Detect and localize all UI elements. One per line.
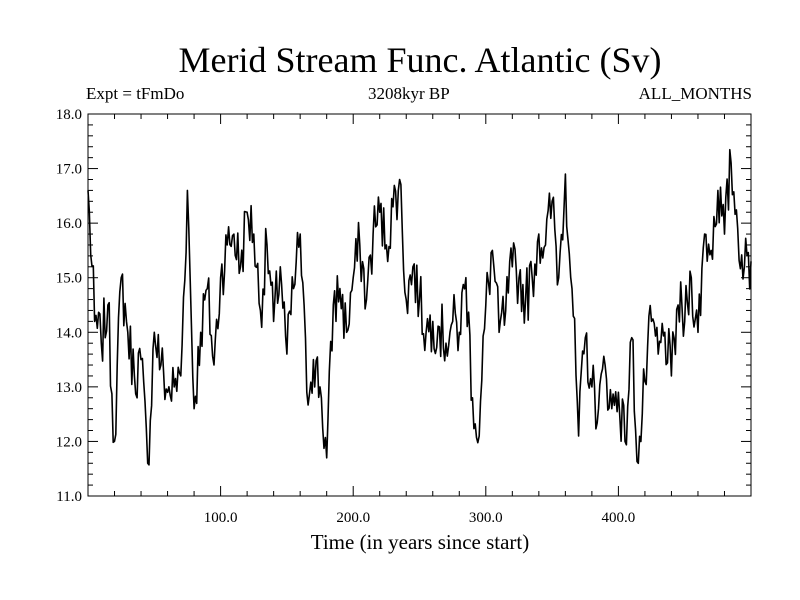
series-line: [87, 148, 752, 466]
x-axis-label: Time (in years since start): [311, 530, 530, 554]
axis-ticks: [88, 113, 751, 497]
y-tick-label: 12.0: [56, 434, 82, 450]
y-tick-label: 13.0: [56, 380, 82, 396]
plot-frame: [87, 113, 752, 497]
y-tick-label: 17.0: [56, 162, 82, 178]
y-tick-label: 16.0: [56, 216, 82, 232]
y-tick-label: 11.0: [56, 489, 82, 505]
y-tick-label: 15.0: [56, 271, 82, 287]
y-tick-label: 18.0: [56, 107, 82, 123]
y-tick-labels: 11.0 12.0 13.0 14.0 15.0 16.0 17.0 18.0: [56, 107, 82, 505]
experiment-label: Expt = tFmDo: [86, 84, 185, 103]
x-tick-label: 100.0: [204, 510, 238, 526]
period-label: 3208kyr BP: [368, 84, 450, 103]
x-tick-label: 400.0: [602, 510, 636, 526]
x-tick-labels: 100.0 200.0 300.0 400.0: [204, 510, 636, 526]
x-tick-label: 200.0: [336, 510, 370, 526]
months-label: ALL_MONTHS: [638, 84, 752, 103]
chart-title: Merid Stream Func. Atlantic (Sv): [178, 40, 662, 80]
x-tick-label: 300.0: [469, 510, 503, 526]
y-tick-label: 14.0: [56, 325, 82, 341]
